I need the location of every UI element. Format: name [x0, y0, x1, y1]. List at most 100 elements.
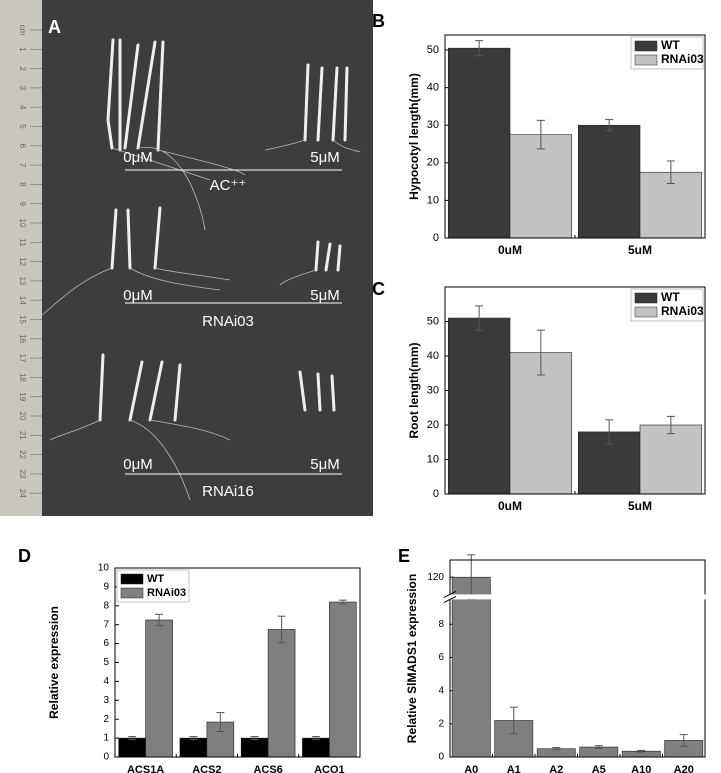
ruler-label: 23: [18, 469, 27, 478]
error-bar: [666, 160, 675, 184]
y-tick-label: 20: [427, 157, 439, 169]
ruler-label: 17: [18, 354, 27, 363]
x-tick-label: ACO1: [314, 764, 345, 773]
error-bar: [552, 747, 561, 751]
y-axis-label: Hypocotyl length(mm): [407, 73, 421, 200]
bar: [451, 576, 491, 758]
axis-break-mark: [443, 595, 457, 603]
y-tick-label: 20: [427, 419, 439, 431]
error-bar: [536, 119, 545, 150]
x-tick-label: A0: [464, 764, 478, 773]
ruler-label: 6: [18, 144, 27, 149]
legend-swatch: [634, 54, 658, 66]
panel-label: C: [372, 279, 385, 299]
legend-label: WT: [661, 290, 680, 304]
legend-label: RNAi03: [661, 304, 704, 318]
y-tick-label: 8: [103, 600, 109, 611]
legend-swatch: [634, 306, 658, 318]
bar: [509, 352, 573, 495]
y-tick-label: 0: [438, 752, 444, 763]
x-tick-label: A20: [674, 764, 694, 773]
ruler-label: 14: [18, 296, 27, 305]
error-bar: [277, 615, 286, 644]
y-axis-label: Relative SlMADS1 expression: [405, 574, 419, 743]
legend-label: RNAi03: [147, 587, 186, 599]
error-bar: [475, 40, 484, 57]
error-bar: [666, 415, 675, 435]
bar: [509, 134, 573, 239]
error-bar: [679, 734, 688, 747]
y-tick-label: 10: [427, 194, 439, 206]
error-bar: [509, 706, 518, 735]
axes-frame: [444, 34, 706, 239]
error-bar: [155, 613, 164, 627]
bar: [447, 47, 511, 239]
error-bar: [311, 736, 320, 741]
roots: [41, 139, 361, 501]
y-tick-label: 2: [438, 718, 444, 729]
x-tick-label: A10: [631, 764, 651, 773]
panel-label: B: [372, 11, 385, 31]
x-tick-label: A5: [592, 764, 606, 773]
panel-label: D: [18, 546, 31, 566]
y-tick-label: 120: [427, 572, 444, 583]
photo-label: RNAi16: [202, 483, 254, 500]
bar: [639, 424, 703, 495]
ruler-label: 7: [18, 163, 27, 168]
axes-frame: [444, 286, 706, 495]
y-tick-label: 7: [103, 619, 109, 630]
y-axis-label: Relative expression: [47, 606, 61, 719]
y-tick-label: 50: [427, 315, 439, 327]
y-tick-label: 3: [103, 695, 109, 706]
y-tick-label: 5: [103, 657, 109, 668]
y-axis-label: Root length(mm): [407, 343, 421, 439]
panel-label: A: [48, 17, 61, 37]
error-bar: [250, 736, 259, 741]
ruler-label: 21: [18, 431, 27, 440]
bar: [240, 737, 269, 758]
error-bar: [536, 329, 545, 376]
ruler-label: 5: [18, 124, 27, 129]
photo-label: AC⁺⁺: [210, 177, 247, 194]
error-bar: [216, 712, 225, 732]
error-bar: [594, 745, 603, 749]
y-tick-label: 0: [103, 752, 109, 763]
axis-break-gap: [444, 594, 711, 600]
y-tick-label: 9: [103, 582, 109, 593]
photo-label: 0μM: [123, 149, 152, 166]
axes-frame: [449, 559, 706, 758]
ruler-label: 12: [18, 257, 27, 266]
y-tick-label: 10: [427, 453, 439, 465]
ruler-label: 8: [18, 182, 27, 187]
y-tick-label: 8: [438, 619, 444, 630]
y-tick-label: 0: [433, 232, 439, 244]
x-tick-label: 5uM: [628, 499, 652, 513]
y-tick-label: 50: [427, 44, 439, 56]
bar: [145, 619, 173, 758]
ruler-label: 13: [18, 276, 27, 285]
legend-swatch: [634, 292, 658, 304]
ruler-label: 15: [18, 315, 27, 324]
ruler-label: 11: [18, 238, 27, 247]
photo-label: 5μM: [310, 287, 339, 304]
y-tick-label: 2: [103, 714, 109, 725]
label-lines: [125, 169, 342, 475]
axes-frame: [114, 567, 361, 758]
x-tick-label: 0uM: [498, 243, 522, 257]
y-tick-label: 10: [98, 563, 110, 574]
axis-break-mark: [443, 590, 457, 598]
ruler-label: 9: [18, 201, 27, 206]
photo-panel: A: [0, 0, 373, 516]
ruler-label: cm: [18, 25, 27, 36]
y-tick-label: 30: [427, 384, 439, 396]
bar: [302, 737, 330, 758]
error-bar: [605, 419, 614, 445]
photo-label: RNAi03: [202, 313, 254, 330]
photo-label: 5μM: [310, 149, 339, 166]
ruler-label: 18: [18, 373, 27, 382]
legend-label: WT: [661, 38, 680, 52]
x-tick-label: A2: [549, 764, 563, 773]
y-tick-label: 40: [427, 82, 439, 94]
ruler-label: 22: [18, 450, 27, 459]
